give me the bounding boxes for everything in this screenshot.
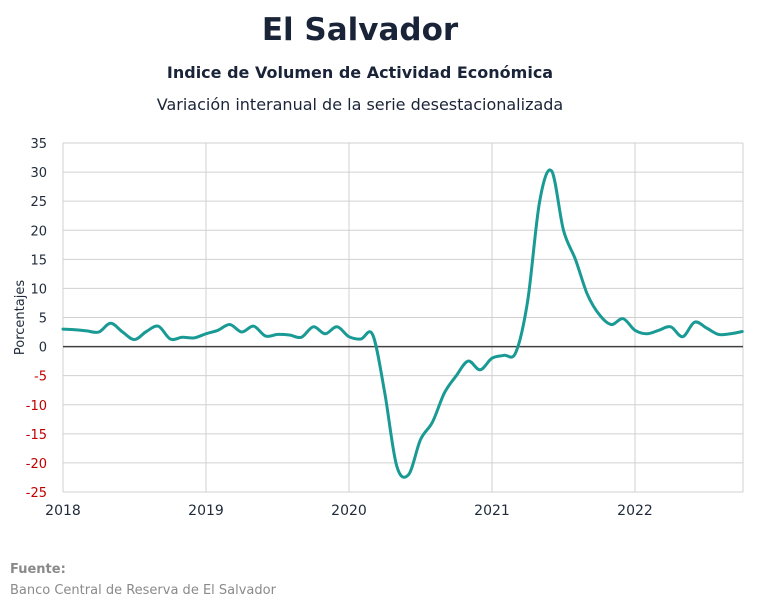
y-tick-label: -10 bbox=[26, 399, 47, 414]
y-tick-label: 20 bbox=[30, 224, 47, 239]
y-tick-label: -5 bbox=[34, 370, 47, 385]
y-tick-label: 0 bbox=[39, 341, 47, 356]
chart-title: El Salvador bbox=[261, 12, 459, 48]
series-line bbox=[61, 168, 744, 479]
y-tick-label: 10 bbox=[30, 282, 47, 297]
x-tick-label: 2022 bbox=[617, 503, 653, 519]
x-tick-label: 2019 bbox=[188, 503, 224, 519]
y-tick-label: -25 bbox=[26, 486, 47, 501]
line-chart: 35 30 25 20 15 10 5 0 -5 -10 -15 -20 -25 2018 2019 2020… bbox=[13, 137, 744, 519]
y-tick-label: -20 bbox=[26, 457, 47, 472]
x-tick-label: 2021 bbox=[474, 503, 510, 519]
y-tick-label: 30 bbox=[30, 166, 47, 181]
y-tick-label: 35 bbox=[30, 137, 47, 152]
x-tick-label: 2020 bbox=[331, 503, 367, 519]
x-tick-label: 2018 bbox=[45, 503, 81, 519]
y-tick-label: 25 bbox=[30, 195, 47, 210]
source-text: Banco Central de Reserva de El Salvador bbox=[10, 583, 276, 598]
chart-description: Variación interanual de la serie desesta… bbox=[156, 95, 564, 114]
source-label: Fuente: bbox=[10, 562, 66, 577]
y-axis-label: Porcentajes bbox=[13, 280, 28, 355]
y-tick-label: -15 bbox=[26, 428, 47, 443]
y-tick-label: 15 bbox=[30, 253, 47, 268]
chart-subtitle: Indice de Volumen de Actividad Económica bbox=[166, 63, 554, 82]
y-tick-label: 5 bbox=[39, 312, 47, 327]
